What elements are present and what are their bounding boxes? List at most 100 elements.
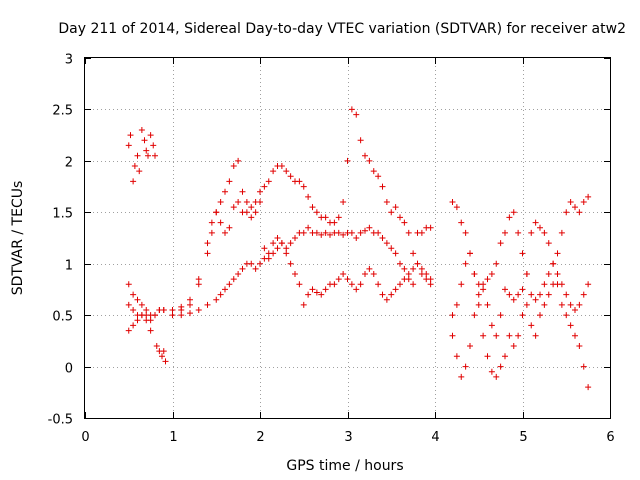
- data-point: [572, 332, 578, 339]
- data-point: [195, 276, 202, 283]
- data-point: [567, 322, 574, 329]
- data-points: [125, 106, 592, 391]
- data-point: [296, 178, 303, 185]
- data-point: [375, 173, 382, 180]
- x-tick-label: 2: [256, 430, 264, 445]
- data-point: [405, 229, 412, 236]
- data-point: [138, 127, 145, 133]
- data-point: [130, 322, 137, 329]
- data-point: [217, 219, 224, 226]
- axis-ticks: 0 1 2 3 4 5 6 -0.5 0 0.5 1 1.5 2 2.5 3: [48, 53, 615, 446]
- data-point: [493, 373, 500, 380]
- data-point: [458, 281, 465, 288]
- data-point: [362, 152, 368, 159]
- data-point: [162, 358, 169, 365]
- x-tick-label: 3: [344, 430, 352, 445]
- data-point: [563, 209, 570, 216]
- data-point: [379, 235, 386, 241]
- data-point: [134, 152, 141, 159]
- data-point: [300, 183, 307, 190]
- data-point: [222, 188, 228, 195]
- data-point: [305, 193, 312, 200]
- data-point: [134, 296, 141, 303]
- data-point: [169, 312, 176, 319]
- data-point: [563, 291, 570, 298]
- data-point: [418, 265, 425, 272]
- data-point: [327, 231, 333, 238]
- data-point: [563, 312, 570, 319]
- data-point: [222, 229, 228, 236]
- data-point: [475, 291, 482, 298]
- data-point: [248, 204, 255, 211]
- data-point: [383, 296, 390, 303]
- data-point: [585, 193, 592, 200]
- data-point: [502, 286, 508, 293]
- data-point: [187, 310, 193, 317]
- data-point: [537, 291, 543, 298]
- data-point: [528, 291, 535, 298]
- x-axis-label: GPS time / hours: [286, 458, 403, 474]
- data-point: [572, 307, 578, 313]
- data-point: [383, 199, 390, 205]
- data-point: [270, 168, 277, 175]
- data-point: [226, 224, 233, 231]
- data-point: [480, 332, 487, 339]
- data-point: [235, 199, 242, 205]
- data-point: [222, 286, 228, 293]
- data-point: [576, 209, 583, 216]
- data-point: [401, 265, 408, 272]
- data-point: [287, 240, 294, 247]
- data-point: [449, 199, 456, 205]
- data-point: [230, 204, 237, 211]
- data-point: [143, 307, 150, 313]
- data-point: [510, 296, 517, 303]
- y-axis-label: SDTVAR / TECUs: [10, 181, 26, 296]
- data-point: [187, 296, 193, 303]
- data-point: [313, 209, 320, 216]
- data-point: [318, 231, 325, 238]
- data-point: [340, 231, 347, 238]
- y-tick-label: 2: [65, 156, 73, 171]
- data-point: [576, 301, 583, 308]
- data-point: [261, 245, 268, 252]
- data-point: [388, 209, 395, 216]
- data-point: [235, 271, 242, 277]
- data-point: [287, 260, 294, 267]
- data-point: [313, 229, 320, 236]
- data-point: [392, 204, 399, 211]
- data-point: [305, 224, 312, 231]
- data-point: [392, 250, 399, 257]
- x-tick-label: 5: [519, 430, 527, 445]
- data-point: [423, 271, 430, 277]
- data-point: [392, 286, 399, 293]
- data-point: [493, 260, 500, 267]
- data-point: [318, 291, 325, 298]
- data-point: [515, 332, 522, 339]
- data-point: [576, 343, 583, 349]
- data-point: [397, 281, 403, 288]
- data-point: [265, 255, 272, 262]
- data-point: [532, 219, 539, 226]
- data-point: [213, 209, 220, 216]
- data-point: [187, 301, 193, 308]
- data-point: [300, 301, 307, 308]
- data-point: [370, 271, 377, 277]
- data-point: [388, 245, 395, 252]
- data-point: [572, 204, 578, 211]
- data-point: [235, 157, 242, 164]
- data-point: [453, 204, 460, 211]
- data-point: [502, 353, 508, 360]
- data-point: [467, 343, 473, 349]
- data-point: [488, 368, 495, 375]
- data-point: [125, 301, 132, 308]
- data-point: [585, 384, 592, 391]
- data-point: [488, 271, 495, 277]
- data-point: [300, 229, 307, 236]
- data-point: [506, 332, 513, 339]
- data-point: [322, 286, 329, 293]
- data-point: [125, 327, 132, 334]
- data-point: [414, 260, 421, 267]
- data-point: [379, 291, 386, 298]
- data-point: [147, 317, 154, 324]
- data-point: [313, 289, 320, 296]
